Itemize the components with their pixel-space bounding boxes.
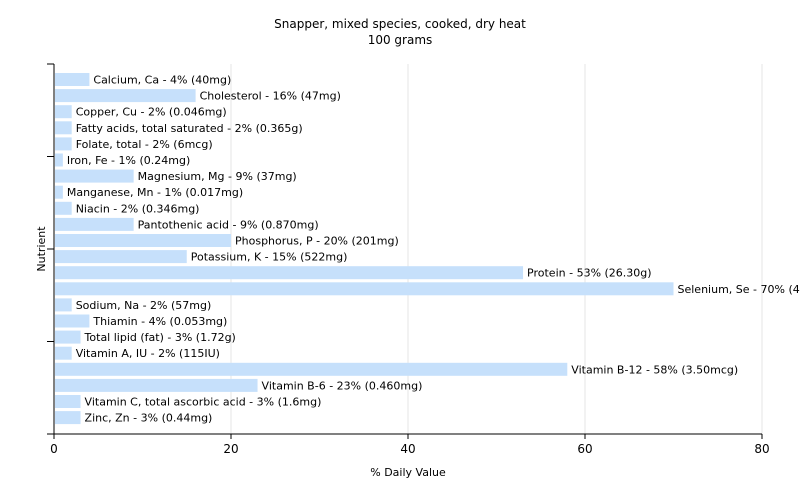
bar [55, 411, 81, 425]
bar-label: Magnesium, Mg - 9% (37mg) [138, 170, 297, 183]
bar [55, 250, 187, 264]
y-axis-label: Nutrient [35, 226, 48, 272]
bar-label: Manganese, Mn - 1% (0.017mg) [67, 186, 243, 199]
bar-label: Niacin - 2% (0.346mg) [76, 202, 200, 215]
y-ticks [47, 63, 54, 435]
x-tick-label: 80 [754, 442, 769, 456]
bar [55, 266, 524, 280]
x-tick-label: 20 [223, 442, 238, 456]
chart-title: Snapper, mixed species, cooked, dry heat [274, 17, 526, 31]
bar [55, 282, 674, 296]
bar-label: Selenium, Se - 70% (49.0mcg) [678, 283, 800, 296]
bar-label: Vitamin A, IU - 2% (115IU) [76, 347, 220, 360]
x-ticks: 0 20 40 60 80 [50, 434, 770, 456]
bar [55, 314, 90, 328]
bar [55, 185, 63, 199]
bar-label: Calcium, Ca - 4% (40mg) [93, 74, 231, 87]
bar-label: Folate, total - 2% (6mcg) [76, 138, 213, 151]
bar-label: Sodium, Na - 2% (57mg) [76, 299, 212, 312]
x-tick-label: 60 [577, 442, 592, 456]
bar-label: Protein - 53% (26.30g) [527, 267, 652, 280]
x-tick-label: 0 [50, 442, 58, 456]
bar-label: Cholesterol - 16% (47mg) [200, 90, 341, 103]
bar-label: Zinc, Zn - 3% (0.44mg) [85, 412, 213, 425]
bar-label: Copper, Cu - 2% (0.046mg) [76, 106, 227, 119]
bar [55, 395, 81, 408]
bar [55, 217, 134, 231]
bars [55, 73, 674, 425]
bar [55, 137, 72, 151]
bar-label: Total lipid (fat) - 3% (1.72g) [84, 331, 236, 344]
bar-label: Vitamin B-12 - 58% (3.50mcg) [571, 363, 738, 376]
bar [55, 378, 258, 392]
bar [55, 346, 72, 360]
bar-labels: Calcium, Ca - 4% (40mg) Cholesterol - 16%… [67, 74, 800, 425]
bar [55, 201, 72, 215]
bar-label: Vitamin B-6 - 23% (0.460mg) [262, 379, 423, 392]
bar [55, 153, 63, 167]
bar [55, 362, 568, 376]
bar-label: Phosphorus, P - 20% (201mg) [235, 235, 399, 248]
bar-label: Fatty acids, total saturated - 2% (0.365… [76, 122, 303, 135]
bar [55, 330, 81, 344]
bar-label: Iron, Fe - 1% (0.24mg) [67, 154, 190, 167]
x-axis-label: % Daily Value [370, 466, 446, 479]
bar [55, 234, 231, 247]
bar-label: Pantothenic acid - 9% (0.870mg) [138, 218, 319, 231]
bar [55, 121, 72, 135]
bar-label: Potassium, K - 15% (522mg) [191, 251, 348, 264]
bar [55, 169, 134, 183]
bar [55, 105, 72, 119]
bar [55, 73, 90, 86]
chart-subtitle: 100 grams [368, 33, 433, 47]
bar [55, 298, 72, 312]
bar [55, 89, 196, 103]
bar-label: Vitamin C, total ascorbic acid - 3% (1.6… [85, 396, 322, 409]
bar-label: Thiamin - 4% (0.053mg) [92, 315, 227, 328]
x-tick-label: 40 [400, 442, 415, 456]
